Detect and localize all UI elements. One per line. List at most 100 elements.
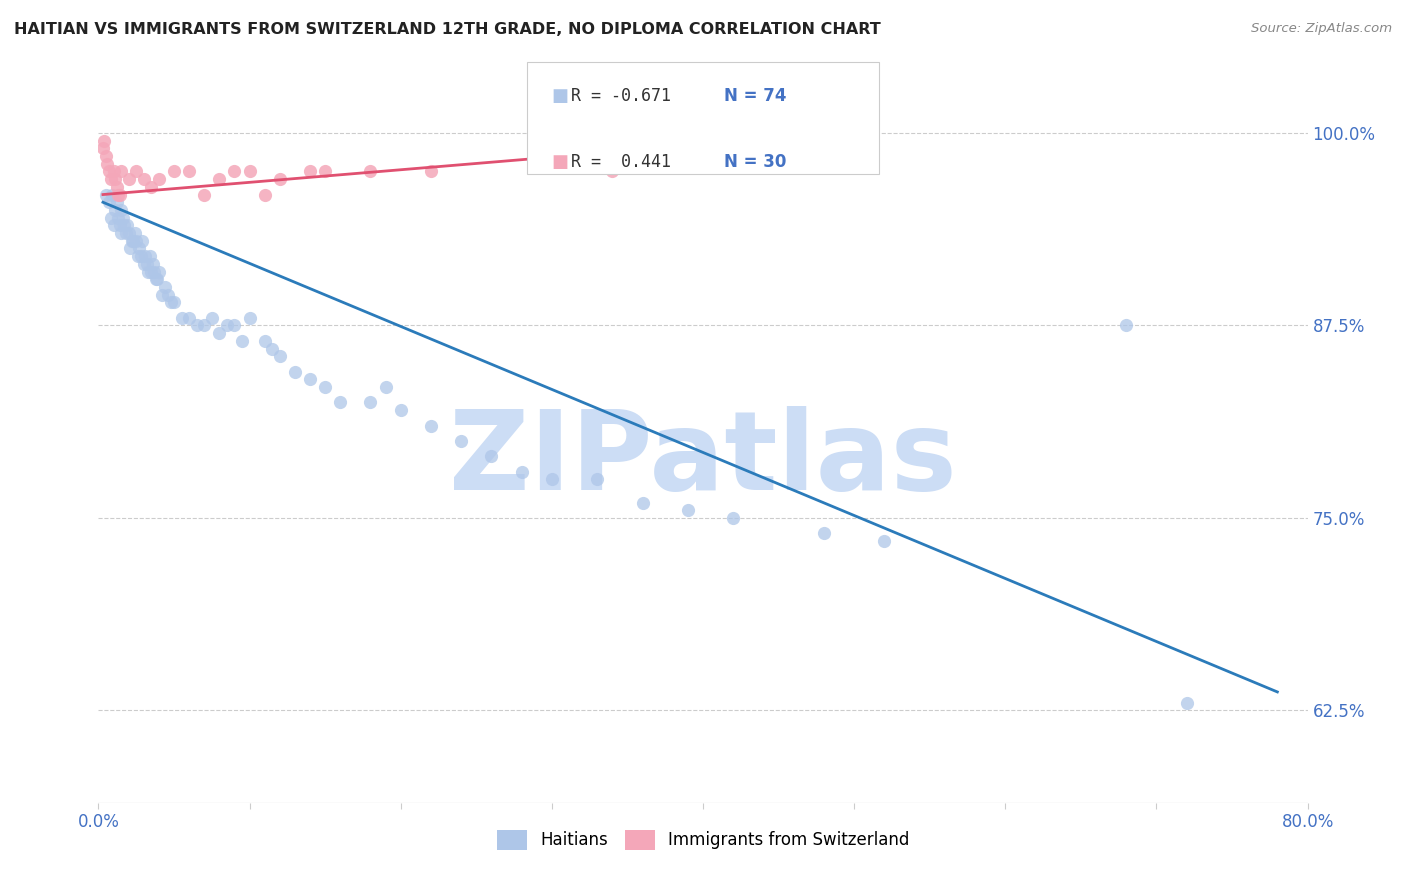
Point — [215, 318, 238, 333]
Point — [179, 310, 201, 325]
Point — [314, 164, 336, 178]
Point — [112, 219, 135, 233]
Text: N = 74: N = 74 — [724, 87, 786, 104]
Point — [105, 195, 128, 210]
Point — [145, 272, 167, 286]
Point — [98, 195, 121, 210]
Point — [723, 511, 745, 525]
Point — [139, 249, 162, 263]
Point — [105, 179, 128, 194]
Point — [224, 164, 246, 178]
Point — [94, 149, 117, 163]
Point — [360, 164, 382, 178]
Point — [101, 187, 124, 202]
Point — [132, 257, 155, 271]
Point — [125, 164, 148, 178]
Point — [148, 264, 170, 278]
Point — [103, 164, 125, 178]
Point — [136, 264, 159, 278]
Point — [143, 264, 166, 278]
Point — [314, 380, 336, 394]
Point — [329, 395, 352, 409]
Point — [231, 334, 253, 348]
Text: HAITIAN VS IMMIGRANTS FROM SWITZERLAND 12TH GRADE, NO DIPLOMA CORRELATION CHART: HAITIAN VS IMMIGRANTS FROM SWITZERLAND 1… — [14, 22, 880, 37]
Point — [146, 272, 169, 286]
Point — [481, 450, 503, 464]
Point — [110, 202, 132, 217]
Point — [107, 187, 129, 202]
Point — [108, 187, 131, 202]
Point — [156, 287, 179, 301]
Point — [262, 342, 284, 356]
Point — [148, 172, 170, 186]
Point — [141, 264, 163, 278]
Point — [100, 211, 122, 225]
Point — [120, 242, 142, 256]
Point — [121, 234, 143, 248]
Point — [269, 172, 291, 186]
Point — [1175, 696, 1198, 710]
Point — [239, 310, 262, 325]
Point — [676, 503, 699, 517]
Point — [540, 472, 562, 486]
Point — [360, 395, 382, 409]
Point — [193, 318, 215, 333]
Point — [284, 365, 307, 379]
Point — [602, 164, 624, 178]
Point — [132, 172, 155, 186]
Point — [224, 318, 246, 333]
Point — [170, 310, 193, 325]
Point — [269, 349, 291, 363]
Point — [374, 380, 396, 394]
Point — [586, 472, 609, 486]
Point — [193, 187, 215, 202]
Point — [142, 257, 165, 271]
Text: R =  0.441: R = 0.441 — [571, 153, 671, 171]
Point — [107, 211, 129, 225]
Point — [108, 219, 131, 233]
Point — [186, 318, 208, 333]
Text: ■: ■ — [551, 87, 568, 104]
Point — [201, 310, 224, 325]
Point — [163, 295, 186, 310]
Point — [128, 242, 150, 256]
Legend: Haitians, Immigrants from Switzerland: Haitians, Immigrants from Switzerland — [491, 823, 915, 856]
Point — [450, 434, 472, 448]
Point — [153, 280, 176, 294]
Point — [150, 287, 173, 301]
Point — [96, 157, 118, 171]
Point — [118, 226, 141, 240]
Point — [135, 257, 157, 271]
Point — [110, 226, 132, 240]
Point — [510, 465, 533, 479]
Point — [103, 219, 125, 233]
Point — [115, 219, 138, 233]
Point — [163, 164, 186, 178]
Point — [110, 164, 132, 178]
Point — [111, 211, 134, 225]
Point — [179, 164, 201, 178]
Point — [631, 495, 654, 509]
Point — [208, 326, 231, 340]
Text: R = -0.671: R = -0.671 — [571, 87, 671, 104]
Point — [100, 172, 122, 186]
Text: Source: ZipAtlas.com: Source: ZipAtlas.com — [1251, 22, 1392, 36]
Point — [873, 534, 896, 549]
Point — [93, 134, 115, 148]
Point — [253, 334, 276, 348]
Point — [141, 179, 163, 194]
Point — [129, 249, 152, 263]
Point — [299, 372, 322, 386]
Point — [389, 403, 412, 417]
Point — [98, 164, 121, 178]
Point — [134, 249, 156, 263]
Text: N = 30: N = 30 — [724, 153, 786, 171]
Point — [104, 172, 127, 186]
Point — [1115, 318, 1137, 333]
Point — [239, 164, 262, 178]
Point — [131, 234, 153, 248]
Point — [420, 418, 443, 433]
Point — [208, 172, 231, 186]
Point — [118, 172, 141, 186]
Point — [420, 164, 443, 178]
